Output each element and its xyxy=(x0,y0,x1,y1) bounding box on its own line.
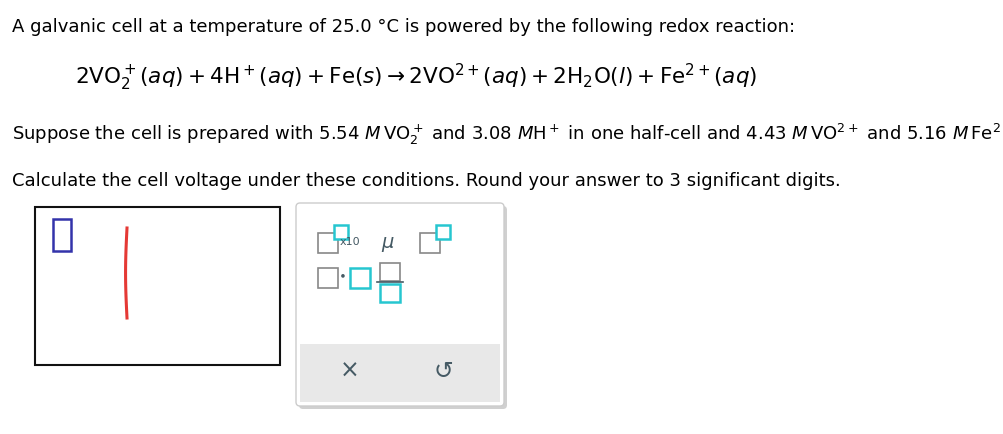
Text: $\bullet$: $\bullet$ xyxy=(338,269,345,282)
Bar xyxy=(379,284,399,302)
FancyBboxPatch shape xyxy=(299,206,507,409)
Bar xyxy=(35,207,280,365)
Text: ↺: ↺ xyxy=(432,359,452,383)
Bar xyxy=(379,263,399,281)
Text: A galvanic cell at a temperature of 25.0 °C is powered by the following redox re: A galvanic cell at a temperature of 25.0… xyxy=(12,18,794,36)
Text: $2\mathrm{VO}_2^+(aq)+4\mathrm{H}^+(aq)+\mathrm{Fe}(s)\rightarrow 2\mathrm{VO}^{: $2\mathrm{VO}_2^+(aq)+4\mathrm{H}^+(aq)+… xyxy=(75,62,756,93)
Text: Calculate the cell voltage under these conditions. Round your answer to 3 signif: Calculate the cell voltage under these c… xyxy=(12,172,840,190)
Text: Suppose the cell is prepared with $5.54\ M\,\mathrm{VO}_2^+$ and $3.08\ M\mathrm: Suppose the cell is prepared with $5.54\… xyxy=(12,122,1003,147)
Bar xyxy=(334,225,348,239)
FancyBboxPatch shape xyxy=(296,203,504,406)
Bar xyxy=(318,268,338,288)
Bar xyxy=(53,219,71,251)
Bar xyxy=(318,233,338,253)
Text: ×: × xyxy=(340,359,359,383)
Bar xyxy=(419,233,439,253)
Bar xyxy=(350,268,370,288)
Bar xyxy=(435,225,449,239)
Text: x10: x10 xyxy=(340,237,360,247)
Text: $\mu$: $\mu$ xyxy=(381,235,394,254)
FancyBboxPatch shape xyxy=(300,344,499,402)
